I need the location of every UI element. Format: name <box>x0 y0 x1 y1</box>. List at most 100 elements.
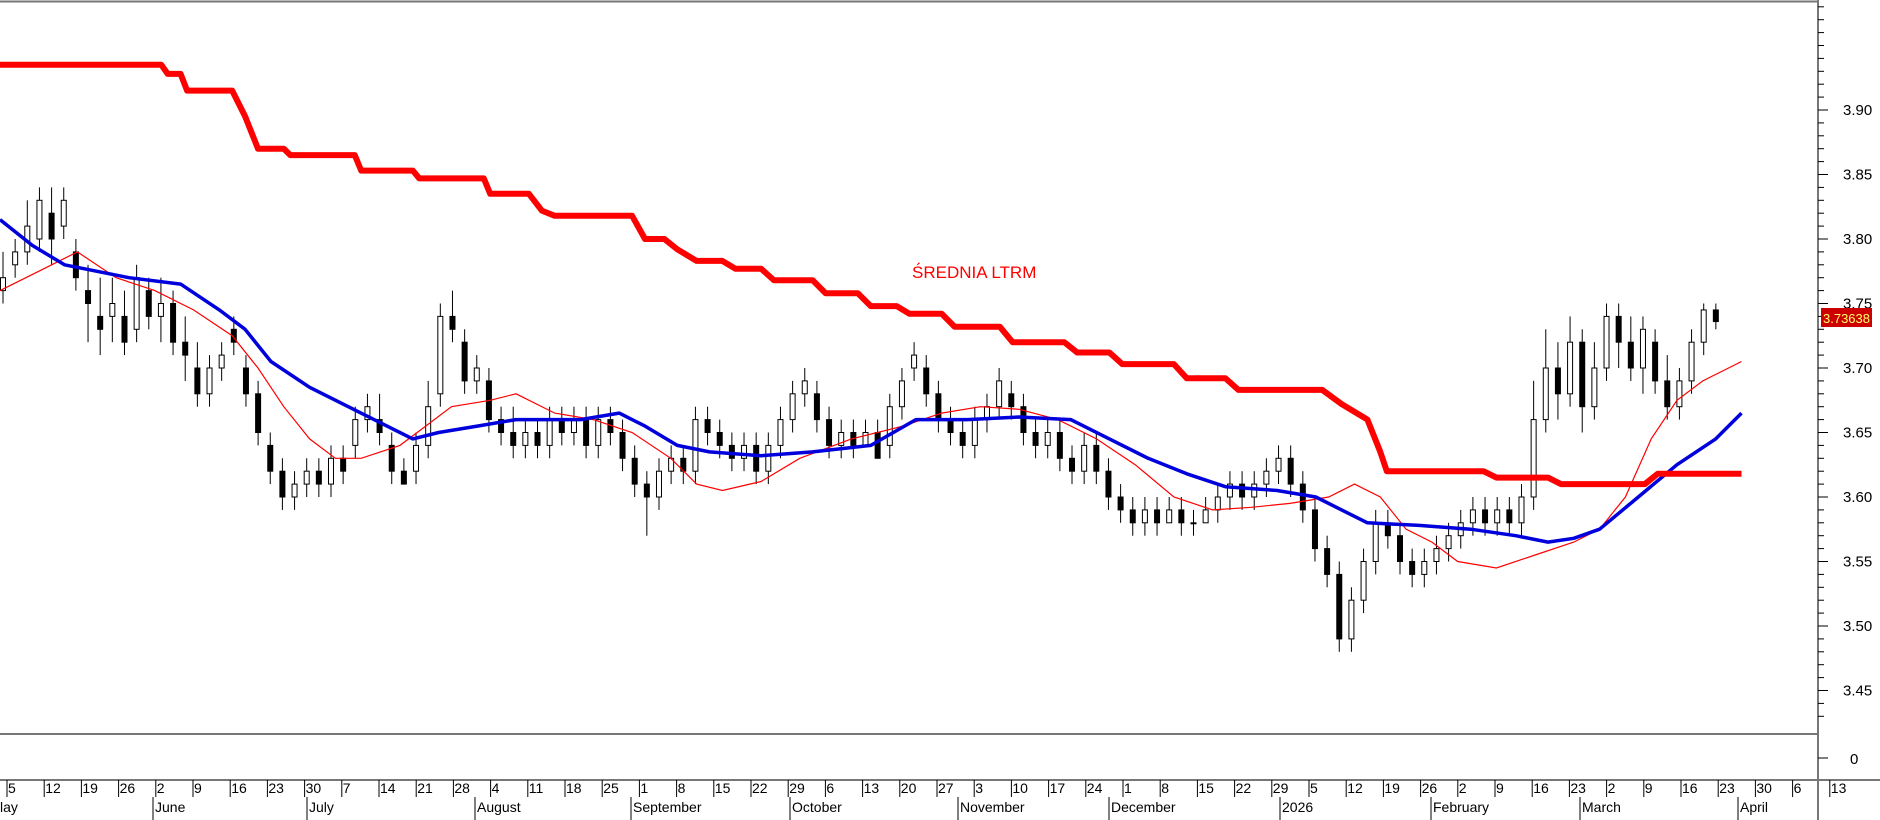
candle <box>777 406 784 459</box>
candle <box>376 393 383 446</box>
date-tick-label: 1 <box>1124 780 1132 796</box>
date-tick-label: 22 <box>752 780 768 796</box>
candle <box>437 303 444 407</box>
candle <box>1069 445 1076 485</box>
candle <box>1421 548 1428 588</box>
price-tick-label: 3.65 <box>1843 425 1872 442</box>
date-tick-label: 9 <box>194 780 202 796</box>
date-tick-label: 23 <box>268 780 284 796</box>
candle <box>400 458 407 485</box>
month-label: September <box>633 799 702 815</box>
ltrm-line <box>0 61 1742 488</box>
month-label: April <box>1740 799 1768 815</box>
date-tick-label: 26 <box>1422 780 1438 796</box>
date-axis: 5 12 19 26 2 9 16 23 30 7 14 21 28 4 11 18 25 1 8 15 22 29 6 13… <box>6 780 1847 797</box>
candle <box>1008 380 1015 420</box>
date-tick-label: 29 <box>789 780 805 796</box>
candle <box>279 458 286 510</box>
last-price-tag-background <box>1821 308 1872 327</box>
candle <box>1700 303 1707 356</box>
candle <box>242 355 249 407</box>
month-label: July <box>309 799 334 815</box>
candle <box>801 368 808 407</box>
candle <box>1275 445 1282 485</box>
price-tick-label: 3.70 <box>1843 360 1872 377</box>
candle <box>170 290 177 356</box>
candle <box>194 342 201 407</box>
candle <box>85 264 92 343</box>
candle <box>996 368 1003 420</box>
candle <box>1178 497 1185 536</box>
candle <box>498 406 505 446</box>
date-tick-label: 19 <box>1384 780 1400 796</box>
candle <box>522 419 529 459</box>
price-tick-label: 3.80 <box>1843 231 1872 248</box>
month-label: June <box>155 799 186 815</box>
date-tick-label: 26 <box>120 780 136 796</box>
month-label: August <box>477 799 521 815</box>
candle <box>741 432 748 472</box>
date-tick-label: 2 <box>1608 780 1616 796</box>
date-tick-label: 23 <box>1719 780 1735 796</box>
candle <box>1603 303 1610 381</box>
date-tick-label: 14 <box>380 780 396 796</box>
price-tick-label: 3.50 <box>1843 618 1872 635</box>
candle <box>1093 432 1100 485</box>
date-tick-label: 6 <box>826 780 834 796</box>
candle <box>218 342 225 381</box>
date-tick-label: 30 <box>1756 780 1772 796</box>
candle <box>765 432 772 485</box>
date-tick-label: 25 <box>603 780 619 796</box>
ltrm-annotation: ŚREDNIA LTRM <box>912 263 1036 282</box>
price-tick-label: 3.45 <box>1843 683 1872 700</box>
date-tick-label: 28 <box>454 780 470 796</box>
candle <box>643 471 650 536</box>
candle <box>1494 497 1501 536</box>
date-tick-label: 8 <box>678 780 686 796</box>
candle <box>60 187 67 239</box>
date-tick-label: 23 <box>1570 780 1586 796</box>
candle <box>510 406 517 459</box>
candle <box>1542 329 1549 433</box>
date-tick-label: 20 <box>901 780 917 796</box>
candle <box>206 355 213 407</box>
candle <box>692 406 699 485</box>
candle <box>449 290 456 343</box>
candle <box>1518 484 1525 536</box>
candle <box>352 406 359 459</box>
candle <box>1348 587 1355 652</box>
candle <box>1324 535 1331 588</box>
candle <box>1579 329 1586 433</box>
candle <box>1567 316 1574 407</box>
month-label: November <box>960 799 1025 815</box>
candle <box>182 316 189 381</box>
candle <box>97 277 104 356</box>
candle <box>789 380 796 433</box>
candle <box>12 239 19 278</box>
candle <box>1506 497 1513 536</box>
candle <box>291 471 298 510</box>
date-tick-label: 27 <box>938 780 954 796</box>
date-tick-label: 5 <box>8 780 16 796</box>
candle <box>1202 497 1209 524</box>
date-tick-label: 18 <box>566 780 582 796</box>
date-tick-label: 21 <box>417 780 433 796</box>
date-tick-label: 16 <box>1533 780 1549 796</box>
candle <box>1190 509 1197 536</box>
date-tick-label: 5 <box>1310 780 1318 796</box>
date-tick-label: 11 <box>529 780 544 796</box>
candle <box>1105 458 1112 510</box>
candle <box>898 368 905 420</box>
month-label: February <box>1433 799 1489 815</box>
date-tick-label: 22 <box>1236 780 1252 796</box>
candle <box>303 458 310 497</box>
candle <box>1239 471 1246 510</box>
price-tick-label: 3.55 <box>1843 554 1872 571</box>
price-tick-label: 3.85 <box>1843 167 1872 184</box>
candle <box>1712 303 1719 330</box>
candle <box>1554 342 1561 420</box>
candle <box>1044 419 1051 459</box>
candlesticks <box>0 187 1719 652</box>
candle <box>109 277 116 343</box>
